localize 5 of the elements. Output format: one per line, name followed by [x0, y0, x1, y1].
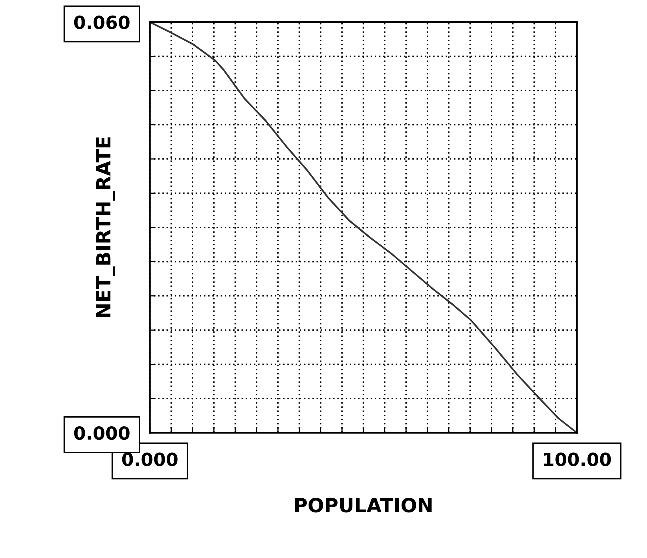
- line-series: [150, 22, 578, 434]
- x-axis-title: POPULATION: [295, 498, 432, 513]
- x-tick-label: 100.00: [544, 452, 612, 466]
- y-axis-title: NET_BIRTH_RATE: [96, 138, 116, 318]
- y-tick-label: 0.060: [74, 16, 130, 30]
